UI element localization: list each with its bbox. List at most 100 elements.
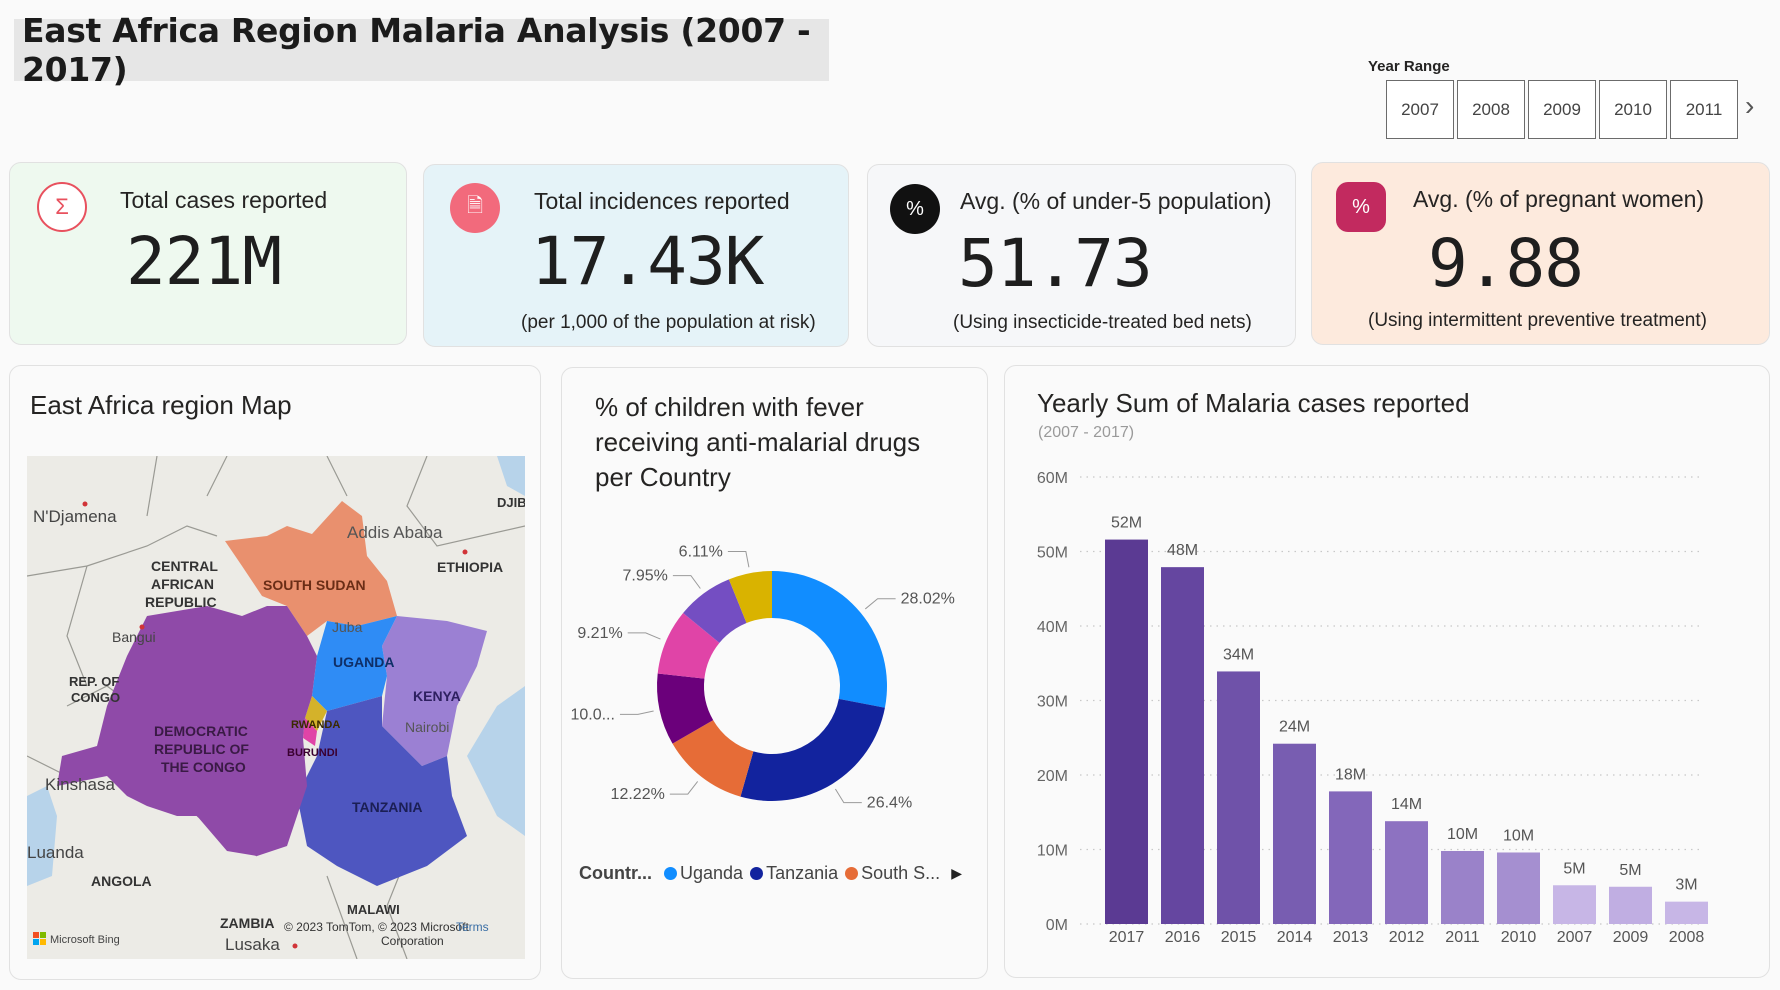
bar-2012[interactable] — [1385, 821, 1428, 924]
bar-data-label: 48M — [1167, 542, 1198, 559]
burundi-region[interactable] — [303, 718, 317, 746]
bar-2009[interactable] — [1609, 886, 1652, 924]
year-tile-2009[interactable]: 2009 — [1528, 80, 1596, 139]
uganda-region[interactable] — [312, 616, 397, 711]
x-tick-label: 2010 — [1501, 929, 1537, 945]
legend-title: Countr... — [579, 863, 652, 883]
percent-hexagon-icon: % — [1336, 182, 1386, 232]
tanzania-region[interactable] — [297, 696, 467, 886]
label-drc: DEMOCRATIC — [154, 723, 248, 739]
east-africa-map[interactable]: N'Djamena Addis Ababa Bangui Kinshasa Lu… — [27, 456, 525, 959]
donut-data-label: 7.95% — [623, 568, 668, 585]
year-range-slicer: 2007 2008 2009 2010 2011 — [1386, 80, 1738, 139]
label-drc3: THE CONGO — [161, 759, 246, 775]
donut-leader-line — [672, 575, 701, 589]
y-tick-label: 50M — [1037, 545, 1068, 562]
kpi-sub: (per 1,000 of the population at risk) — [521, 312, 816, 333]
kpi-sub: (Using intermittent preventive treatment… — [1368, 310, 1707, 331]
kpi-pregnant-women-card: % Avg. (% of pregnant women) 9.88 (Using… — [1311, 162, 1770, 345]
year-range-label: Year Range — [1368, 58, 1450, 75]
bar-2010[interactable] — [1497, 852, 1540, 924]
map-attribution-2: Corporation — [381, 934, 444, 948]
donut-slice[interactable] — [683, 579, 747, 643]
bar-data-label: 52M — [1111, 515, 1142, 532]
rwanda-region[interactable] — [305, 696, 327, 731]
document-icon: 🗎 — [450, 183, 500, 233]
year-tile-2007[interactable]: 2007 — [1386, 80, 1454, 139]
y-tick-label: 0M — [1046, 917, 1068, 934]
drc-region[interactable] — [57, 606, 317, 856]
bar-2011[interactable] — [1441, 850, 1484, 924]
donut-slice[interactable] — [728, 571, 772, 623]
donut-slice[interactable] — [657, 613, 720, 679]
bar-2017[interactable] — [1105, 539, 1148, 924]
donut-slice[interactable] — [740, 698, 885, 801]
donut-leader-line — [834, 788, 862, 804]
kpi-label: Total incidences reported — [534, 188, 790, 214]
donut-slice[interactable] — [657, 673, 714, 744]
year-tile-2011[interactable]: 2011 — [1670, 80, 1738, 139]
label-zambia: ZAMBIA — [220, 915, 274, 931]
bing-label: Microsoft Bing — [50, 934, 120, 946]
bar-2008[interactable] — [1665, 901, 1708, 924]
y-tick-label: 10M — [1037, 843, 1068, 860]
bar-2016[interactable] — [1161, 567, 1204, 924]
hand-sigma-icon: Σ — [37, 182, 87, 232]
legend-item-tanzania[interactable]: Tanzania — [750, 863, 838, 884]
bar-2007[interactable] — [1553, 885, 1596, 924]
map-title: East Africa region Map — [30, 390, 292, 420]
red-sea — [497, 456, 525, 496]
donut-slice[interactable] — [672, 720, 754, 797]
bar-data-label: 10M — [1503, 827, 1534, 844]
label-south-sudan: SOUTH SUDAN — [263, 577, 366, 593]
chevron-right-icon[interactable]: › — [1745, 90, 1755, 121]
donut-title-3: per Country — [595, 462, 731, 492]
label-ethiopia: ETHIOPIA — [437, 559, 503, 575]
donut-leader-line — [669, 781, 699, 795]
label-luanda: Luanda — [27, 843, 84, 862]
kpi-label: Total cases reported — [120, 187, 328, 213]
label-tanzania: TANZANIA — [352, 799, 423, 815]
legend-item-south-sudan[interactable]: South S... — [845, 863, 940, 884]
donut-data-label: 9.21% — [577, 625, 622, 642]
kpi-value: 9.88 — [1428, 225, 1584, 302]
legend-label: South S... — [861, 863, 941, 883]
bar-2014[interactable] — [1273, 743, 1316, 924]
bar-subtitle: (2007 - 2017) — [1038, 424, 1135, 441]
kpi-under5-card: % Avg. (% of under-5 population) 51.73 (… — [867, 164, 1296, 347]
indian-ocean — [467, 686, 525, 836]
donut-data-label: 10.0... — [570, 706, 614, 723]
x-tick-label: 2015 — [1221, 929, 1257, 945]
label-nairobi: Nairobi — [405, 719, 449, 735]
donut-chart[interactable]: 28.02% 26.4% 12.22% 10.0... 9.21% 7.95% 6.11% — [561, 520, 988, 850]
south-sudan-region[interactable] — [225, 501, 397, 636]
label-kinshasa: Kinshasa — [45, 775, 115, 794]
map-attribution: © 2023 TomTom, © 2023 Microsoft — [284, 920, 470, 934]
y-tick-label: 60M — [1037, 470, 1068, 487]
year-tile-2008[interactable]: 2008 — [1457, 80, 1525, 139]
bar-2013[interactable] — [1329, 791, 1372, 924]
donut-slice[interactable] — [772, 571, 887, 708]
bar-title: Yearly Sum of Malaria cases reported — [1037, 388, 1470, 418]
map-terms-link[interactable]: Terms — [456, 920, 489, 934]
label-bangui: Bangui — [112, 629, 156, 645]
legend-item-uganda[interactable]: Uganda — [664, 863, 743, 884]
donut-data-label: 6.11% — [679, 544, 723, 561]
donut-title-2: receiving anti-malarial drugs — [595, 427, 921, 457]
donut-legend: Countr... Uganda Tanzania South S... ▶ — [579, 863, 962, 884]
donut-data-label: 12.22% — [611, 786, 665, 803]
bar-data-label: 5M — [1619, 862, 1641, 879]
label-juba: Juba — [332, 619, 363, 635]
label-ndjamena: N'Djamena — [33, 507, 117, 526]
legend-label: Tanzania — [766, 863, 839, 883]
year-tile-2010[interactable]: 2010 — [1599, 80, 1667, 139]
bar-data-label: 18M — [1335, 766, 1366, 783]
bar-chart[interactable]: 0M 10M 20M 30M 40M 50M 60M 52M 2017 48M 2016 34M 201… — [1020, 465, 1720, 945]
bar-2015[interactable] — [1217, 671, 1260, 924]
x-tick-label: 2008 — [1669, 929, 1705, 945]
label-car3: REPUBLIC — [145, 594, 217, 610]
kenya-region[interactable] — [382, 616, 487, 766]
label-lusaka: Lusaka — [225, 935, 280, 954]
donut-data-label: 26.4% — [867, 795, 912, 812]
legend-next-icon[interactable]: ▶ — [951, 865, 962, 881]
